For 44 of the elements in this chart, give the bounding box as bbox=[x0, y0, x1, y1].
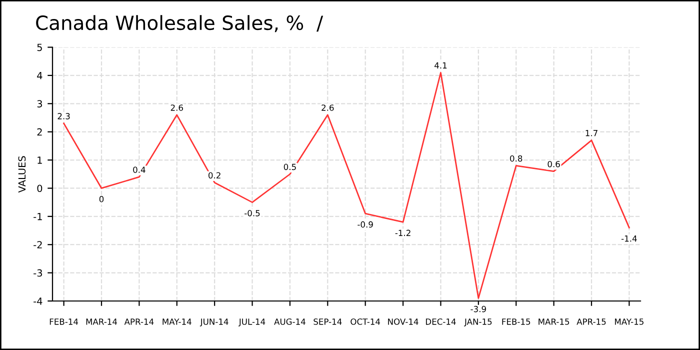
x-tick-label: FEB-14 bbox=[50, 318, 78, 325]
data-label: 0.2 bbox=[208, 172, 220, 179]
y-tick-label: -3 bbox=[34, 269, 42, 277]
x-tick-label: JUN-14 bbox=[200, 318, 228, 326]
data-label: 2.3 bbox=[58, 113, 70, 120]
data-label: 0.5 bbox=[284, 164, 296, 170]
x-tick-label: OCT-14 bbox=[350, 318, 380, 325]
x-tick-label: SEP-14 bbox=[314, 318, 342, 325]
data-label: 0.8 bbox=[510, 155, 522, 162]
y-tick-label: -2 bbox=[34, 241, 42, 248]
x-tick-label: MAR-15 bbox=[538, 318, 570, 325]
x-tick-label: JUL-14 bbox=[238, 318, 266, 326]
x-tick-label: DEC-14 bbox=[426, 318, 456, 325]
chart-title: Canada Wholesale Sales, % / bbox=[36, 15, 324, 32]
data-label: -3.9 bbox=[470, 306, 486, 312]
data-label: -0.9 bbox=[358, 221, 373, 228]
y-tick-label: 2 bbox=[37, 128, 42, 136]
x-tick-label: AUG-14 bbox=[274, 318, 306, 325]
x-tick-label: MAR-14 bbox=[86, 318, 118, 325]
data-label: 0.4 bbox=[133, 166, 146, 173]
y-axis-title: VALUES bbox=[18, 156, 26, 193]
data-label: 2.6 bbox=[322, 104, 334, 111]
x-tick-label: NOV-14 bbox=[388, 318, 418, 325]
data-label: -1.4 bbox=[621, 236, 637, 242]
data-label: 2.6 bbox=[170, 104, 183, 111]
x-tick-label: APR-15 bbox=[576, 318, 606, 325]
x-tick-label: APR-14 bbox=[124, 318, 154, 325]
data-label: 0 bbox=[99, 196, 104, 202]
y-tick-label: -1 bbox=[34, 213, 42, 220]
data-label: 4.1 bbox=[434, 62, 447, 68]
data-label: 0.6 bbox=[548, 160, 560, 168]
x-tick-label: JAN-15 bbox=[464, 318, 492, 326]
x-tick-label: FEB-15 bbox=[502, 318, 530, 325]
data-label: 1.7 bbox=[586, 130, 598, 136]
x-tick-label: MAY-15 bbox=[615, 318, 644, 325]
y-tick-label: 5 bbox=[37, 44, 42, 52]
y-tick-label: 0 bbox=[37, 184, 42, 192]
x-tick-label: MAY-14 bbox=[162, 318, 192, 325]
y-tick-label: -4 bbox=[34, 298, 42, 305]
y-tick-label: 1 bbox=[38, 156, 42, 164]
y-tick-label: 4 bbox=[37, 72, 42, 80]
y-tick-label: 3 bbox=[37, 100, 42, 108]
data-label: -1.2 bbox=[395, 230, 410, 236]
data-label: -0.5 bbox=[244, 210, 260, 216]
